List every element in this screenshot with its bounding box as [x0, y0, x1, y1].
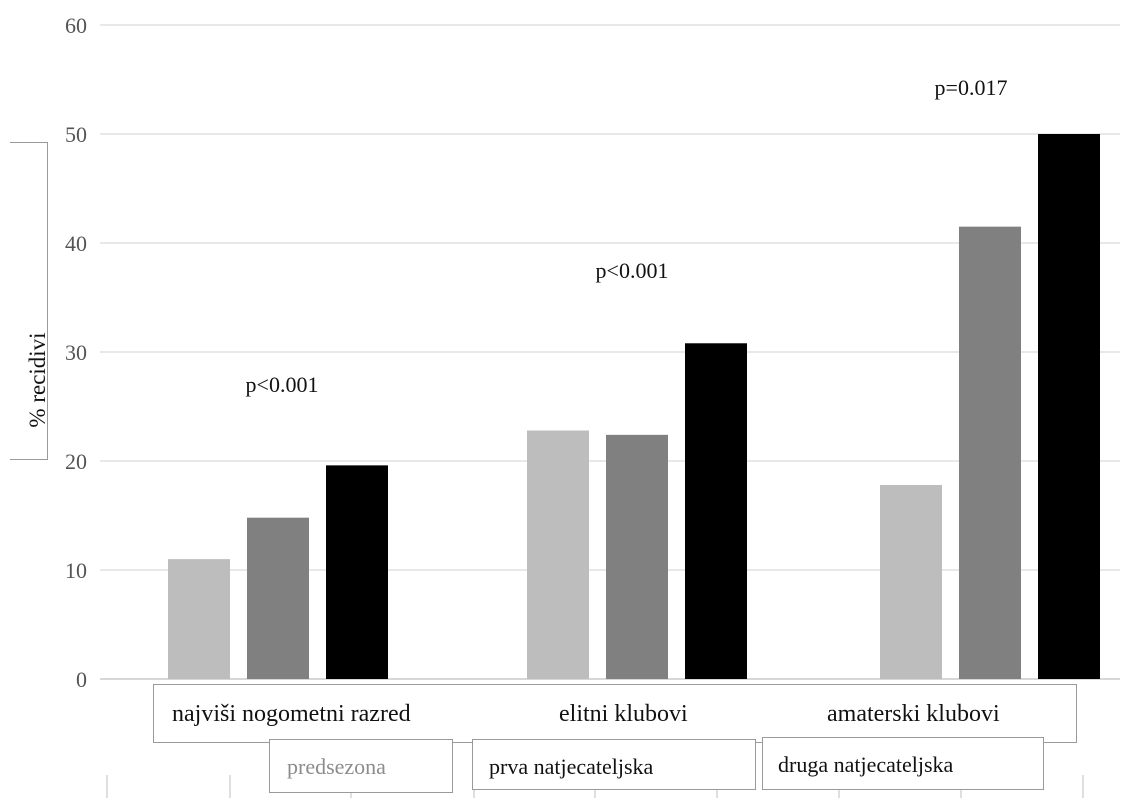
- y-tick-label: 10: [65, 558, 87, 583]
- p-value-annotation: p<0.001: [596, 258, 669, 283]
- p-value-annotation: p=0.017: [935, 75, 1008, 100]
- legend-label: predsezona: [287, 754, 386, 779]
- legend-label: druga natjecateljska: [778, 752, 954, 777]
- y-tick-label: 0: [76, 667, 87, 692]
- bar: [880, 484, 942, 679]
- category-label: amaterski klubovi: [827, 701, 1000, 727]
- bar: [168, 559, 230, 679]
- y-tick-label: 20: [65, 449, 87, 474]
- annotations: p<0.001 p<0.001 p=0.017: [246, 75, 1008, 397]
- category-label-box: najviši nogometni razred elitni klubovi …: [153, 684, 1077, 743]
- y-axis-title: % recidivi: [25, 332, 50, 428]
- category-label: elitni klubovi: [559, 701, 688, 727]
- bar: [606, 434, 668, 679]
- bar: [527, 430, 589, 679]
- category-label: najviši nogometni razred: [172, 701, 411, 727]
- bar: [247, 517, 309, 679]
- legend-item-predsezona: predsezona: [269, 739, 453, 793]
- y-tick-label: 40: [65, 231, 87, 256]
- bar: [685, 343, 747, 679]
- y-axis-title-frame: [10, 142, 48, 460]
- y-axis-tick-labels: 0 10 20 30 40 50 60: [65, 13, 87, 692]
- p-value-annotation: p<0.001: [246, 372, 319, 397]
- legend-label: prva natjecateljska: [489, 754, 654, 779]
- bars: [168, 134, 1100, 679]
- y-tick-label: 50: [65, 122, 87, 147]
- bar: [959, 226, 1021, 679]
- bar: [1038, 134, 1100, 679]
- y-tick-label: 30: [65, 340, 87, 365]
- y-tick-label: 60: [65, 13, 87, 38]
- legend-item-druga: druga natjecateljska: [762, 737, 1044, 790]
- legend-item-prva: prva natjecateljska: [472, 739, 756, 790]
- bar: [326, 465, 388, 679]
